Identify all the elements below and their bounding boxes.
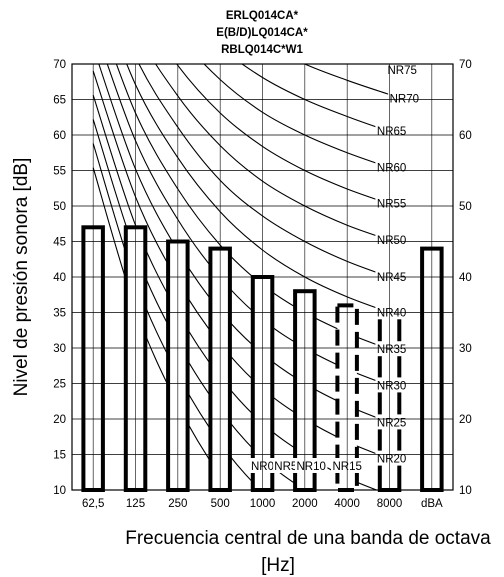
- y-tick-label-right: 40: [459, 272, 472, 284]
- x-tick-label: 2000: [292, 498, 318, 510]
- nr-curve-nr60: [203, 64, 390, 169]
- y-tick-label-left: 30: [53, 343, 66, 355]
- x-tick-label: 250: [168, 498, 187, 510]
- y-tick-label-left: 20: [53, 414, 66, 426]
- nr-label-nr5: NR5: [274, 461, 297, 473]
- y-tick-label-left: 40: [53, 272, 66, 284]
- plot-frame: [71, 63, 454, 491]
- y-tick-label-left: 70: [53, 59, 66, 71]
- y-tick-label-left: 60: [53, 130, 66, 142]
- nr-curve-nr70: [303, 64, 390, 96]
- x-tick-label: 62,5: [82, 498, 104, 510]
- x-tick-label: 1000: [250, 498, 276, 510]
- y-tick-label-right: 60: [459, 130, 472, 142]
- nr-label-bg: [375, 231, 408, 247]
- nr-label-bg: [273, 458, 299, 473]
- nr-curve-nr45: [138, 64, 390, 278]
- y-tick-label-left: 35: [53, 308, 66, 320]
- nr-label-bg: [375, 304, 408, 320]
- y-tick-label-left: 10: [53, 485, 66, 497]
- x-axis-label-line-2: [Hz]: [261, 555, 295, 576]
- x-tick-label: 500: [211, 498, 230, 510]
- nr-label-nr20: NR20: [377, 454, 406, 466]
- nr-label-nr60: NR60: [377, 162, 406, 174]
- x-tick-label: 4000: [334, 498, 360, 510]
- nr-label-nr65: NR65: [377, 126, 406, 138]
- nr-label-nr35: NR35: [377, 344, 406, 356]
- chart-title-line-2: E(B/D)LQ014CA*: [216, 27, 308, 39]
- x-tick-label: dBA: [421, 498, 443, 510]
- chart-title-line-1: ERLQ014CA*: [226, 10, 299, 22]
- x-tick-label: 125: [126, 498, 145, 510]
- nr-curve-nr65: [241, 64, 390, 132]
- y-tick-label-right: 20: [459, 414, 472, 426]
- x-tick-label: 8000: [377, 498, 403, 510]
- y-tick-label-left: 55: [53, 166, 66, 178]
- nr-label-nr10: NR10: [296, 461, 325, 473]
- nr-curve-nr55: [176, 64, 390, 205]
- y-axis-label: Nivel de presión sonora [dB]: [11, 158, 32, 397]
- y-tick-label-left: 50: [53, 201, 66, 213]
- nr-label-nr30: NR30: [377, 380, 406, 392]
- nr-label-nr50: NR50: [377, 235, 406, 247]
- y-tick-label-left: 45: [53, 237, 66, 249]
- nr-label-bg: [386, 62, 419, 78]
- chart-title: ERLQ014CA* E(B/D)LQ014CA* RBLQ014C*W1: [216, 10, 308, 56]
- nr-label-bg: [375, 414, 408, 430]
- nr-label-nr75: NR75: [387, 65, 416, 77]
- nr-label-bg: [375, 195, 408, 211]
- chart-title-line-3: RBLQ014C*W1: [221, 44, 303, 56]
- nr-label-bg: [375, 123, 408, 139]
- y-tick-label-right: 30: [459, 343, 472, 355]
- nr-label-nr55: NR55: [377, 199, 406, 211]
- nr-label-bg: [375, 268, 408, 284]
- nr-label-nr25: NR25: [377, 417, 406, 429]
- y-tick-label-right: 70: [459, 59, 472, 71]
- nr-label-bg: [388, 90, 421, 106]
- nr-curve-nr50: [155, 64, 390, 241]
- nr-label-nr40: NR40: [377, 307, 406, 319]
- axes: 10 15 20 25 30 35 40 45 50 55 60 65 70 10 20 30 40 50 60 70…: [53, 59, 472, 510]
- y-tick-label-left: 15: [53, 450, 66, 462]
- y-tick-label-right: 10: [459, 485, 472, 497]
- nr-label-bg: [375, 377, 408, 393]
- nr-label-bg: [375, 341, 408, 357]
- x-axis-label-line-1: Frecuencia central de una banda de octav…: [125, 528, 491, 549]
- y-tick-label-right: 50: [459, 201, 472, 213]
- nr-label-nr45: NR45: [377, 272, 406, 284]
- y-tick-label-left: 65: [53, 95, 66, 107]
- nr-label-bg: [295, 458, 328, 473]
- y-tick-label-left: 25: [53, 379, 66, 391]
